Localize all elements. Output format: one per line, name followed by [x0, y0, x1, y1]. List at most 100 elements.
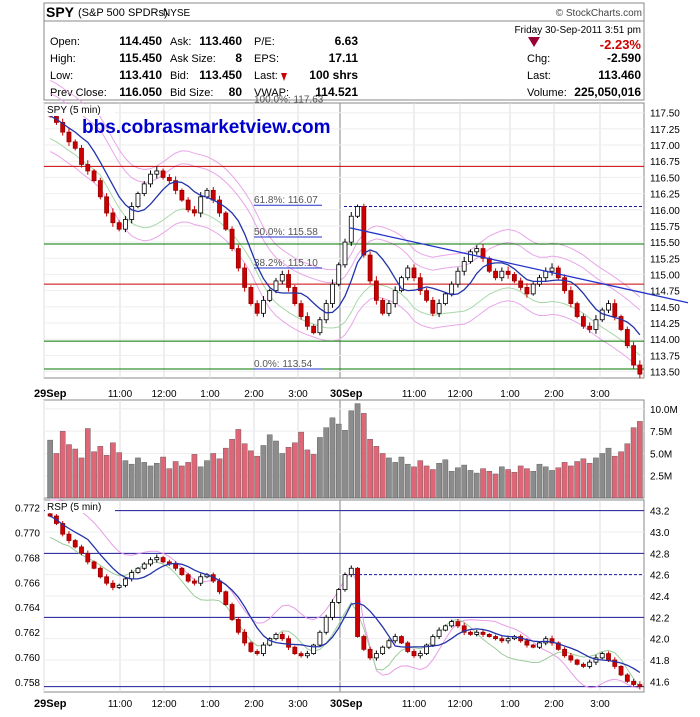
volume-bar [47, 439, 53, 499]
volume-bar [229, 439, 235, 499]
volume-bar [317, 437, 323, 499]
spy-candle [587, 325, 593, 330]
rsp-candle [311, 644, 317, 654]
spy-candle [555, 267, 561, 279]
spy-candle [223, 212, 229, 230]
quote-label: VWAP: [254, 87, 289, 99]
x-tick-label: 12:00 [151, 699, 176, 710]
rsp-candle [499, 638, 505, 642]
spy-candle [593, 319, 599, 330]
volume-bar [348, 410, 355, 499]
fib-label: 50.0%: 115.58 [254, 227, 318, 238]
x-tick-label: 2:00 [544, 389, 564, 400]
rsp-candle [72, 540, 78, 548]
quote-value: 115.450 [119, 51, 162, 65]
x-tick-label: 3:00 [590, 699, 610, 710]
rsp-candle [373, 653, 379, 659]
quote-label: Last: [254, 70, 278, 82]
spy-candle [229, 228, 235, 249]
volume-bar [436, 463, 442, 499]
spy-candle [399, 277, 404, 292]
spy-candle [386, 303, 392, 314]
rsp-candle [612, 659, 618, 667]
volume-bar [298, 431, 304, 499]
spy-candle [317, 319, 323, 334]
rsp-candle [549, 638, 555, 644]
spy-candle [631, 345, 636, 366]
rsp-candle [480, 631, 486, 635]
rsp-candle [110, 582, 116, 588]
rsp-candle [223, 591, 229, 605]
quote-value: 17.11 [329, 51, 359, 65]
volume-bar [310, 454, 317, 499]
spy-candle [273, 280, 279, 292]
spy-candle [311, 325, 317, 334]
spy-candle [85, 164, 91, 172]
x-tick-label: 12:00 [447, 699, 472, 710]
rsp-candle [493, 636, 498, 640]
spy-candle [336, 264, 342, 285]
spy-candle [60, 122, 66, 133]
y-tick-label: 116.50 [650, 173, 680, 184]
rsp-candle [229, 604, 235, 620]
spy-candle [417, 277, 423, 292]
spy-candle [141, 183, 147, 194]
volume-bar [97, 446, 104, 499]
spy-candle [91, 170, 97, 182]
rsp-candle [562, 648, 567, 657]
rsp-candle [574, 659, 580, 665]
spy-candle [154, 170, 160, 175]
rsp-candle [47, 513, 53, 517]
volume-bar [292, 442, 298, 499]
volume-bar [367, 439, 373, 499]
volume-bar [141, 462, 148, 499]
volume-bar [122, 460, 129, 499]
spy-candle [348, 215, 354, 243]
volume-bar [172, 461, 179, 499]
spy-candle [405, 267, 411, 279]
panel-label-bg [45, 501, 115, 513]
y-tick-label-left: 0.772 [15, 503, 40, 514]
quote-value: 80 [229, 85, 243, 99]
quote-label: Chg: [527, 53, 550, 65]
spy-candle [518, 280, 524, 288]
x-tick-label: 1:00 [200, 389, 220, 400]
spy-candle [135, 193, 141, 207]
y-tick-label: 115.00 [650, 270, 680, 281]
spy-candle [430, 299, 436, 314]
rsp-candle [380, 646, 386, 655]
trendline [349, 227, 689, 304]
volume-bar [254, 455, 260, 499]
quote-label: Volume: [527, 87, 567, 99]
spy-candle [355, 206, 360, 217]
volume-bar [492, 473, 499, 499]
spy-candle [148, 173, 153, 185]
rsp-candle [273, 634, 279, 640]
spy-candle [606, 303, 611, 311]
spy-moving-average [49, 115, 641, 336]
rsp-candle [154, 557, 160, 561]
volume-bar [605, 447, 612, 499]
x-tick-label: 11:00 [402, 699, 427, 710]
spy-candle [129, 206, 135, 220]
volume-bar [59, 430, 66, 499]
y-tick-label-left: 0.758 [15, 678, 40, 689]
x-tick-label: 11:00 [402, 389, 427, 400]
spy-candle [499, 270, 505, 279]
quote-value: 225,050,016 [574, 85, 641, 99]
volume-bar [455, 467, 461, 499]
quote-value: 113.450 [199, 68, 242, 82]
spy-candle [449, 283, 455, 295]
volume-bar [361, 413, 367, 499]
volume-bar [279, 453, 286, 499]
rsp-candle [581, 663, 586, 667]
rsp-candle [323, 616, 329, 633]
spy-candle [599, 309, 605, 321]
volume-bar [524, 468, 530, 499]
rsp-candle [530, 644, 536, 648]
spy-candle [568, 290, 574, 304]
volume-bar [386, 457, 392, 499]
spy-candle [210, 189, 216, 201]
spy-candle [392, 290, 398, 304]
rsp-candle [618, 666, 624, 676]
